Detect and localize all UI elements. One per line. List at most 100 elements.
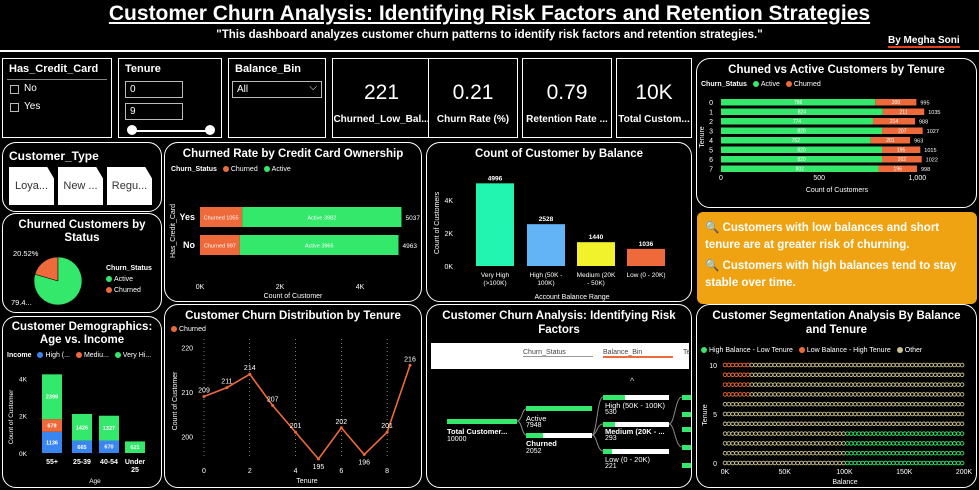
decomp-root-label: Total Customer... (447, 427, 508, 436)
panel-title: Count of Customer by Balance (474, 148, 644, 160)
scatter-point (730, 450, 735, 456)
decomp-bin-bar (603, 422, 615, 427)
credit-card-slicer[interactable]: Has_Credit_Card No Yes (2, 58, 112, 138)
decomp-col-balance-bin[interactable]: Balance_Bin (603, 349, 673, 358)
scatter-point (856, 382, 862, 387)
scatter-point (925, 411, 930, 417)
scatter-point (806, 401, 812, 407)
scatter-point (726, 401, 732, 407)
scatter-point (894, 401, 900, 407)
scatter-point (879, 362, 885, 368)
scatter-point (837, 411, 842, 417)
scatter-point (787, 460, 793, 466)
decomp-bin-medium-label[interactable]: Medium (20K - ... (605, 427, 665, 436)
panel-title: Customer Churn Distribution by Tenure (185, 310, 401, 322)
option-label-no: No (24, 83, 37, 94)
tick-label: 2K (276, 284, 285, 291)
scatter-point (818, 421, 823, 427)
decomp-churned-label[interactable]: Churned (526, 439, 557, 448)
customer-type-button-loyal[interactable]: Loya... (9, 167, 54, 205)
checkbox-no[interactable] (10, 85, 19, 94)
customer-type-button-new[interactable]: New ... (58, 167, 103, 205)
data-label: 621 (130, 445, 139, 451)
scatter-point (730, 362, 735, 368)
scatter-point (757, 372, 762, 378)
checkbox-yes[interactable] (10, 103, 19, 112)
scatter-point (818, 392, 823, 397)
scatter-point (852, 450, 858, 456)
scatter-point (948, 392, 953, 397)
scatter-point (845, 411, 850, 417)
decomp-active-label[interactable]: Active (526, 414, 547, 423)
scatter-point (814, 460, 820, 466)
tick-label: No (183, 240, 195, 250)
scatter-point (936, 460, 942, 466)
scatter-point (818, 450, 823, 456)
decomp-bin-bar (603, 395, 625, 400)
scatter-point (795, 382, 800, 387)
scatter-point (764, 392, 770, 397)
tenure-slicer[interactable]: Tenure 0 9 (118, 58, 222, 138)
scatter-point (956, 382, 961, 387)
scatter-point (959, 421, 965, 427)
scatter-point (891, 401, 896, 407)
tick-label: 2 (248, 468, 252, 475)
scatter-point (776, 441, 781, 446)
scatter-point (722, 450, 728, 456)
churn-tenure-panel: Customer Churn Distribution by Tenure Ch… (164, 304, 422, 488)
scatter-point (856, 392, 862, 397)
scatter-point (814, 401, 820, 407)
tick-label: High (50K -100K) (530, 272, 563, 287)
legend-swatch-churned (106, 287, 112, 294)
tenure-max-input[interactable]: 9 (125, 103, 183, 120)
scatter-point (940, 441, 946, 446)
scatter-point (829, 460, 835, 466)
scatter-point (806, 421, 812, 427)
tenure-max-handle[interactable] (205, 125, 215, 135)
scatter-point (738, 392, 743, 397)
scatter-point (891, 382, 896, 387)
scatter-point (952, 460, 957, 466)
decomp-bin-low-label[interactable]: Low (0 - 20K) (605, 455, 651, 464)
scatter-point (917, 441, 923, 446)
scatter-point (868, 431, 873, 436)
data-label: 802 (796, 167, 805, 173)
customer-type-slicer[interactable]: Customer_Type Loya... New ... Regu... (2, 142, 162, 212)
legend-title: Churn_Status (171, 166, 217, 173)
scatter-point (917, 460, 923, 466)
scatter-point (810, 401, 816, 407)
decomp-bin-high-label[interactable]: High (50K - 100K) (605, 401, 666, 410)
scatter-point (799, 392, 804, 397)
scatter-point (791, 372, 797, 378)
scatter-point (749, 401, 755, 407)
balance-bin-slicer[interactable]: Balance_Bin All ⌵ (228, 58, 326, 138)
scatter-point (852, 372, 858, 378)
chevron-up-icon[interactable]: ^ (630, 376, 635, 386)
scatter-point (753, 421, 758, 427)
tenure-bars-panel: Chuned vs Active Customers by Tenure Chu… (696, 58, 977, 208)
bar-active (721, 156, 883, 163)
scatter-point (760, 441, 766, 446)
scatter-point (825, 431, 831, 436)
scatter-point (868, 392, 873, 397)
tenure-min-handle[interactable] (127, 125, 137, 135)
insights-box: 🔍 Customers with low balances and short … (697, 212, 977, 304)
scatter-point (768, 441, 774, 446)
balance-bin-dropdown[interactable]: All ⌵ (232, 81, 322, 98)
scatter-point (726, 450, 732, 456)
customer-type-button-regular[interactable]: Regu... (107, 167, 152, 205)
scatter-point (887, 431, 892, 436)
scatter-point (910, 372, 915, 378)
scatter-point (772, 431, 777, 436)
decomp-col-churn-status[interactable]: Churn_Status (523, 349, 593, 357)
scatter-point (956, 460, 961, 466)
scatter-point (936, 421, 942, 427)
scatter-point (776, 392, 781, 397)
scatter-point (780, 460, 785, 466)
scatter-point (776, 401, 781, 407)
decomp-col-tenure[interactable]: Te (683, 349, 691, 356)
tenure-min-input[interactable]: 0 (125, 81, 183, 98)
scatter-point (722, 372, 728, 378)
data-point (385, 430, 389, 434)
data-label: 1327 (103, 426, 115, 432)
